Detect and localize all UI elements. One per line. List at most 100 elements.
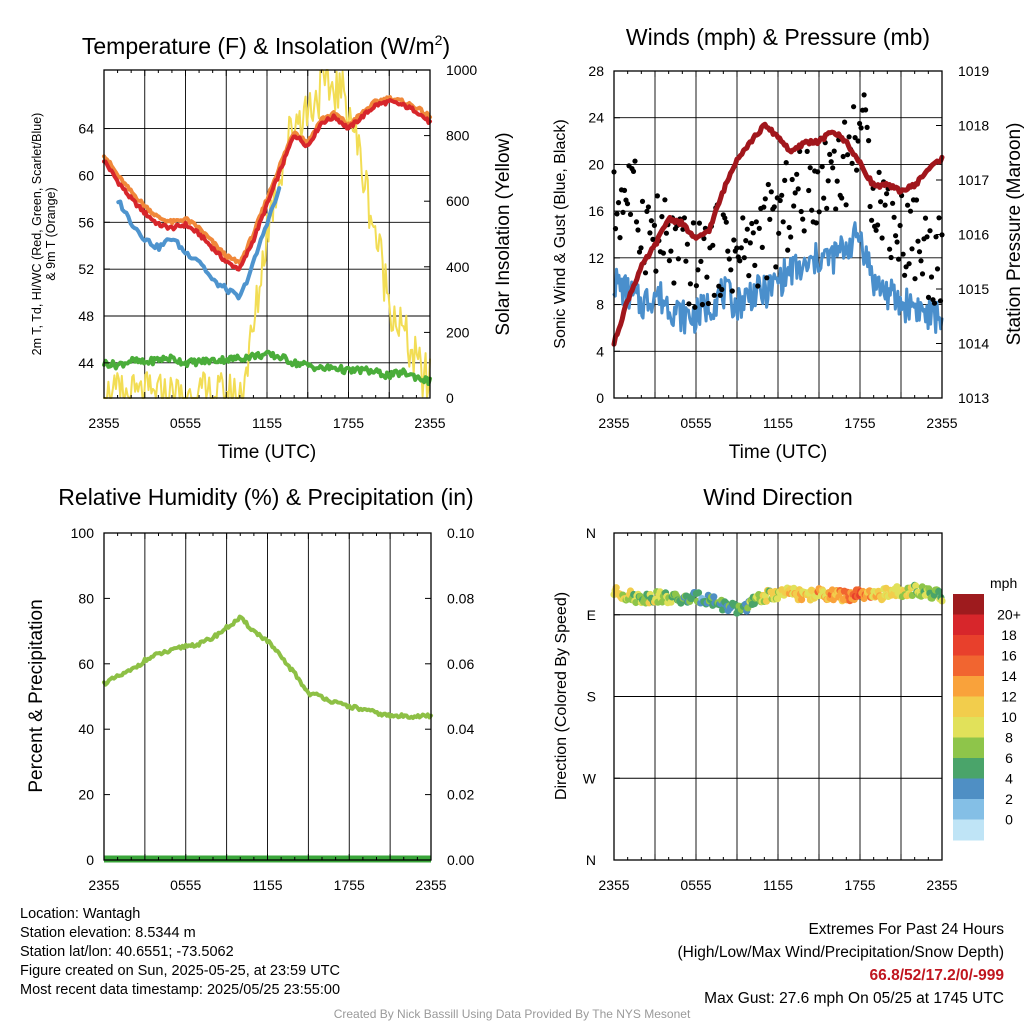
gust-point xyxy=(795,186,801,192)
gust-point xyxy=(776,230,782,236)
gust-point xyxy=(833,206,839,212)
winds-title: Winds (mph) & Pressure (mb) xyxy=(626,24,930,50)
gust-point xyxy=(785,247,791,253)
gust-point xyxy=(821,195,827,201)
gust-point xyxy=(924,234,930,240)
gust-point xyxy=(726,256,732,262)
gust-point xyxy=(897,222,903,229)
p4-xtick-label: 1755 xyxy=(844,877,875,893)
gust-point xyxy=(683,258,689,264)
gust-point xyxy=(722,215,728,221)
temperature-title: Temperature (F) & Insolation (W/m2) xyxy=(82,32,450,59)
gust-point xyxy=(912,276,918,282)
gust-point xyxy=(632,158,638,164)
extremes-values: 66.8/52/17.2/0/-999 xyxy=(869,967,1004,984)
direction-tick-label: W xyxy=(583,770,597,786)
gust-point xyxy=(824,205,830,211)
p2-xtick-label: 1755 xyxy=(844,415,875,431)
p1-ytick-label: 60 xyxy=(78,167,94,183)
gust-point xyxy=(765,181,771,188)
gust-point xyxy=(651,222,658,228)
gust-point xyxy=(653,268,659,274)
temperature-ylabel-left-2: & 9m T (Orange) xyxy=(44,187,58,280)
direction-tick-label: S xyxy=(587,689,596,705)
gust-point xyxy=(734,245,740,251)
gust-point xyxy=(753,219,759,225)
gust-point xyxy=(798,208,804,215)
legend-label: 18 xyxy=(1001,627,1017,643)
temperature-ylabel-left-1: 2m T, Td, HI/WC (Red, Green, Scarlet/Blu… xyxy=(30,113,44,356)
gust-point xyxy=(617,235,623,241)
gust-point xyxy=(893,233,899,239)
gust-point xyxy=(768,189,774,195)
legend-label: 12 xyxy=(1001,689,1017,705)
legend-swatch xyxy=(953,717,984,738)
gust-point xyxy=(771,204,777,210)
legend-swatch xyxy=(953,676,984,697)
p1-xtick-label: 2355 xyxy=(414,415,445,431)
gust-point xyxy=(648,218,655,224)
temperature-ylabel-right: Solar Insolation (Yellow) xyxy=(493,132,514,335)
p3-ytick-label: 80 xyxy=(78,590,94,606)
p2-ytick-label: 28 xyxy=(588,63,604,79)
gust-point xyxy=(654,193,661,199)
gust-point xyxy=(659,214,665,220)
direction-title: Wind Direction xyxy=(703,484,853,510)
gust-point xyxy=(615,200,622,206)
gust-point xyxy=(839,195,845,201)
gust-point xyxy=(698,258,704,264)
credit-text: Created By Nick Bassill Using Data Provi… xyxy=(333,1007,691,1021)
legend-label: 8 xyxy=(1005,730,1013,746)
gust-point xyxy=(662,197,668,203)
p3-xtick-label: 2355 xyxy=(88,877,119,893)
p3-xtick-label: 2355 xyxy=(415,877,446,893)
gust-point xyxy=(741,255,747,261)
gust-point xyxy=(716,283,722,289)
winds-ylabel-right: Station Pressure (Maroon) xyxy=(1004,123,1024,346)
p1-xtick-label: 1755 xyxy=(333,415,364,431)
gust-point xyxy=(902,272,908,278)
direction-point xyxy=(912,582,920,590)
gust-point xyxy=(846,134,852,140)
gust-point xyxy=(725,248,731,254)
gust-point xyxy=(711,292,717,298)
p1-ytick-right-label: 800 xyxy=(446,128,470,144)
legend-swatch xyxy=(953,655,984,677)
p3-xtick-label: 0555 xyxy=(170,877,201,893)
gust-point xyxy=(928,274,935,280)
gust-point xyxy=(620,209,626,215)
direction-point xyxy=(750,600,759,608)
gust-point xyxy=(710,242,716,248)
gust-point xyxy=(627,211,634,217)
gust-point xyxy=(738,245,744,251)
p1-ytick-label: 64 xyxy=(78,121,94,137)
direction-ylabel-left: Direction (Colored By Speed) xyxy=(553,592,570,800)
heat-index-line xyxy=(116,186,282,301)
gust-point xyxy=(882,202,888,208)
gust-point xyxy=(831,148,837,154)
gust-point xyxy=(728,267,734,273)
gust-point xyxy=(624,201,631,207)
gust-point xyxy=(759,244,765,250)
humidity-panel: Relative Humidity (%) & Precipitation (i… xyxy=(26,484,474,893)
gust-point xyxy=(840,153,846,160)
latest-timestamp-text: Most recent data timestamp: 2025/05/25 2… xyxy=(20,982,341,998)
gust-point xyxy=(692,304,698,310)
legend-label: 4 xyxy=(1005,771,1013,787)
gust-point xyxy=(761,204,767,210)
gust-point xyxy=(686,301,692,307)
gust-point xyxy=(792,190,798,196)
p2-ytick-right-label: 1016 xyxy=(958,227,989,243)
extremes-info: Extremes For Past 24 Hours (High/Low/Max… xyxy=(678,918,1005,1010)
gust-point xyxy=(756,225,762,231)
p4-xtick-label: 2355 xyxy=(598,877,629,893)
gust-point xyxy=(614,211,620,217)
gust-point xyxy=(867,203,873,210)
gust-point xyxy=(699,301,706,308)
direction-point xyxy=(798,596,806,604)
p1-xtick-label: 1155 xyxy=(252,415,282,431)
gust-point xyxy=(813,220,819,226)
winds-xlabel: Time (UTC) xyxy=(729,442,828,463)
p1-ytick-label: 48 xyxy=(78,308,94,324)
gust-point xyxy=(668,248,674,254)
